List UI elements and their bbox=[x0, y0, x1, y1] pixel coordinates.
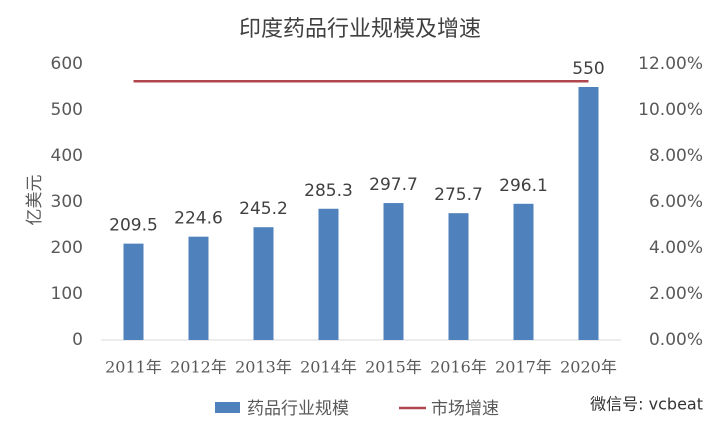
x-tick-label: 2017年 bbox=[495, 358, 552, 377]
value-label: 209.5 bbox=[109, 216, 158, 236]
y-tick-label: 300 bbox=[51, 192, 83, 212]
bar bbox=[123, 243, 144, 340]
y-axis-label: 亿美元 bbox=[25, 175, 45, 226]
y2-tick-label: 6.00% bbox=[649, 192, 703, 212]
legend-swatch bbox=[215, 402, 240, 413]
y2-tick-label: 8.00% bbox=[649, 146, 703, 166]
bar bbox=[188, 236, 209, 340]
x-tick-label: 2014年 bbox=[300, 358, 357, 377]
bar bbox=[448, 213, 469, 340]
x-tick-label: 2020年 bbox=[560, 358, 617, 377]
y2-tick-label: 2.00% bbox=[649, 284, 703, 304]
watermark: 微信号: vcbeat bbox=[590, 395, 703, 414]
value-label: 297.7 bbox=[369, 175, 418, 195]
y2-tick-label: 10.00% bbox=[638, 100, 703, 120]
y-tick-label: 400 bbox=[51, 146, 83, 166]
y-tick-label: 100 bbox=[51, 284, 83, 304]
value-label: 245.2 bbox=[239, 199, 288, 219]
y2-tick-label: 0.00% bbox=[649, 330, 703, 350]
y-tick-label: 0 bbox=[72, 330, 83, 350]
chart-title: 印度药品行业规模及增速 bbox=[239, 17, 481, 42]
y-tick-label: 600 bbox=[51, 54, 83, 74]
x-tick-label: 2012年 bbox=[170, 358, 227, 377]
legend-label: 市场增速 bbox=[431, 399, 499, 419]
bar bbox=[578, 87, 599, 340]
x-tick-label: 2011年 bbox=[105, 358, 162, 377]
value-label: 296.1 bbox=[499, 176, 548, 196]
bar bbox=[513, 203, 534, 340]
y-tick-label: 200 bbox=[51, 238, 83, 258]
value-label: 550 bbox=[572, 59, 604, 79]
value-label: 224.6 bbox=[174, 209, 223, 229]
value-label: 275.7 bbox=[434, 185, 483, 205]
bar bbox=[318, 208, 339, 340]
bar bbox=[253, 227, 274, 340]
value-label: 285.3 bbox=[304, 181, 353, 201]
x-tick-label: 2015年 bbox=[365, 358, 422, 377]
y2-tick-label: 4.00% bbox=[649, 238, 703, 258]
y2-tick-label: 12.00% bbox=[638, 54, 703, 74]
x-tick-label: 2013年 bbox=[235, 358, 292, 377]
legend-label: 药品行业规模 bbox=[247, 399, 349, 419]
x-tick-label: 2016年 bbox=[430, 358, 487, 377]
y-tick-label: 500 bbox=[51, 100, 83, 120]
bar bbox=[383, 203, 404, 340]
